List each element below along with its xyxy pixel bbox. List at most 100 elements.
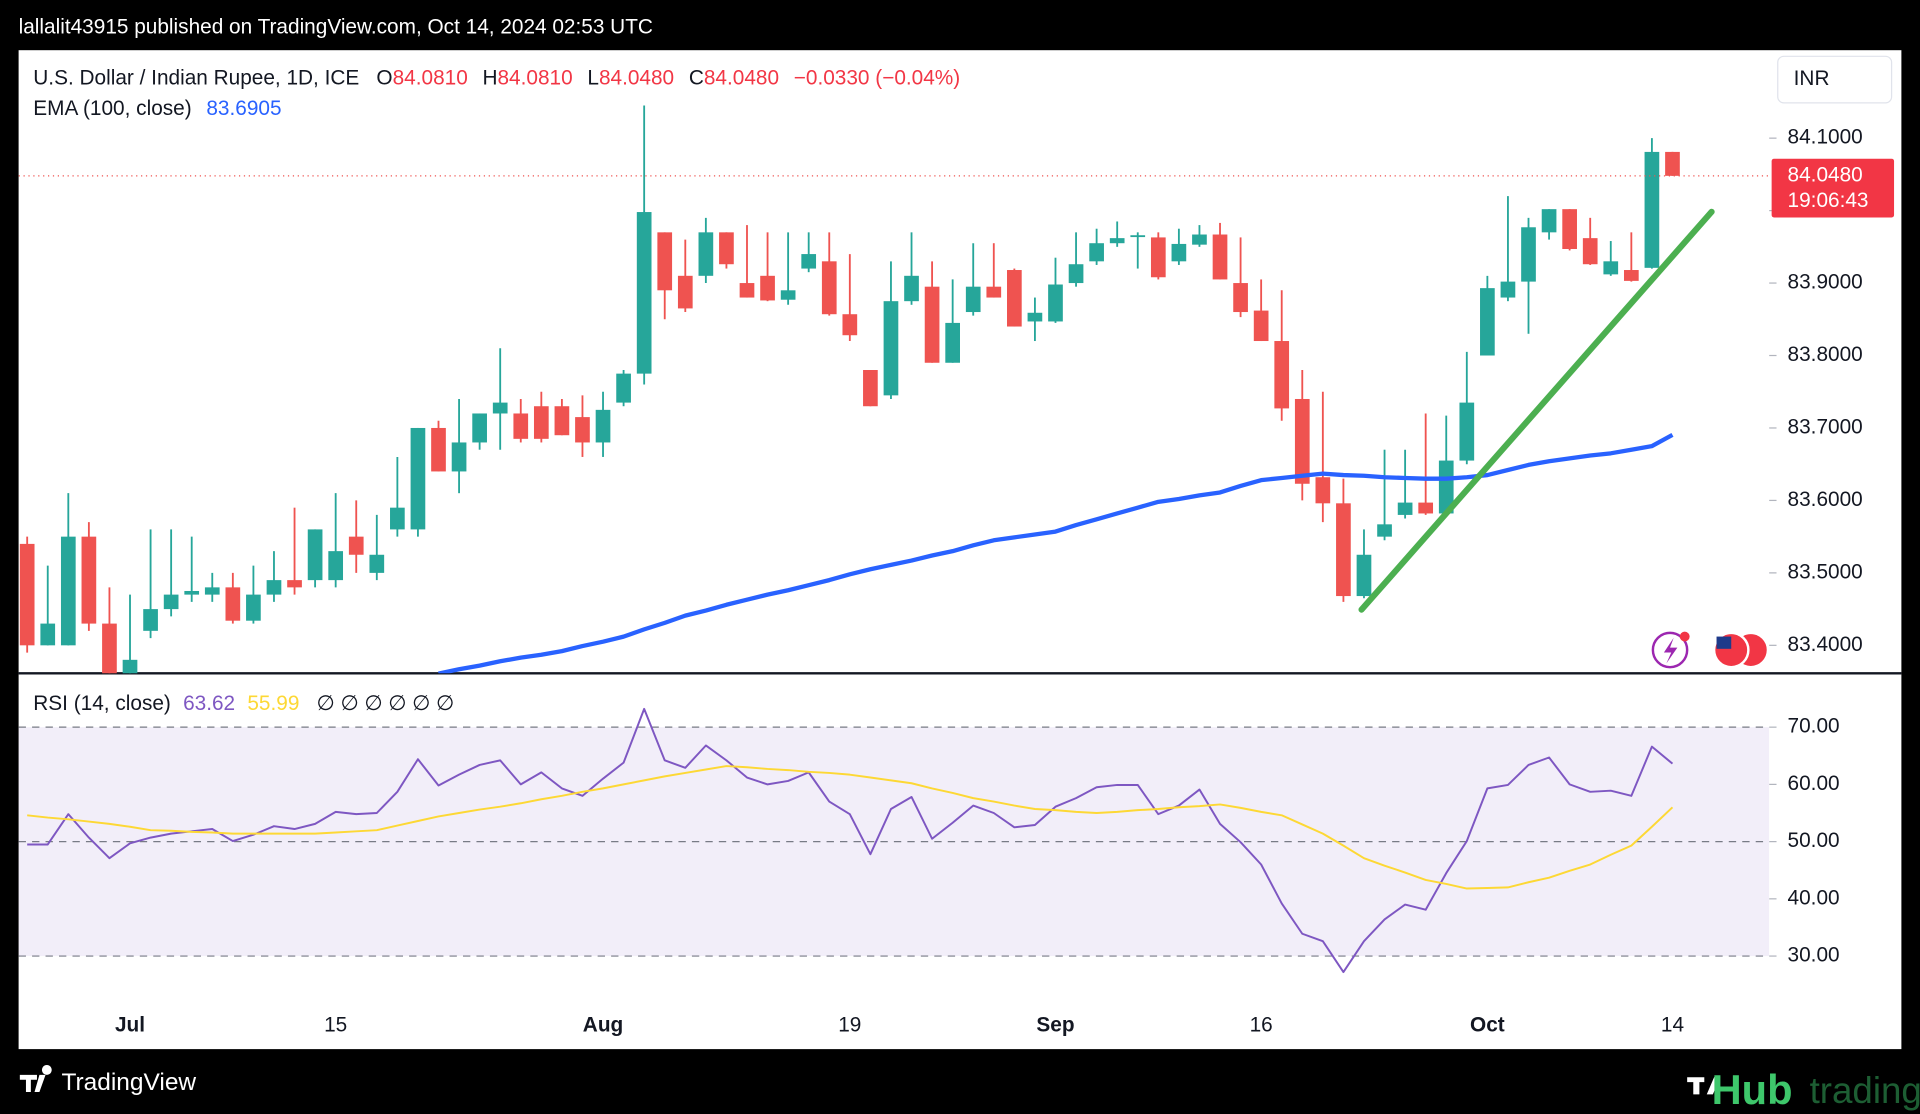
candle-body xyxy=(122,659,138,674)
candle-body xyxy=(184,590,200,595)
rsi-legend: RSI (14, close) 63.62 55.99 ∅ ∅ ∅ ∅ ∅ ∅ xyxy=(33,691,454,714)
ohlc-value: 84.0810 xyxy=(498,66,573,89)
candle-body xyxy=(287,580,302,588)
candle-body xyxy=(1171,243,1187,262)
legend-value: 63.62 xyxy=(183,691,235,714)
candle-body xyxy=(348,536,364,555)
price-tag xyxy=(1771,158,1895,218)
ohlc-key: L xyxy=(587,66,599,89)
ema-legend: EMA (100, close) 83.6905 xyxy=(33,96,281,119)
candle-body xyxy=(1336,503,1351,597)
tv-logo xyxy=(1687,1077,1721,1095)
candle-body xyxy=(821,261,837,315)
candle-body xyxy=(1315,477,1331,504)
x-tick-label: 19 xyxy=(838,1013,861,1036)
candle-body xyxy=(698,232,714,276)
trend-line xyxy=(1358,208,1715,613)
y-tick-label: 83.8000 xyxy=(1788,343,1863,366)
x-tick-label: Aug xyxy=(583,1013,623,1036)
candle-body xyxy=(1356,554,1372,597)
candle-body xyxy=(451,442,467,472)
ohlc-key: H xyxy=(482,66,497,89)
currency-box xyxy=(1777,55,1893,104)
x-tick-label: Oct xyxy=(1470,1013,1505,1036)
candle-body xyxy=(1130,235,1146,238)
dot xyxy=(1679,631,1690,642)
candle-body xyxy=(533,406,549,439)
candle-body xyxy=(40,623,56,646)
legend-value: 55.99 xyxy=(247,691,299,714)
x-tick-label: 16 xyxy=(1250,1013,1273,1036)
watermark: Hub xyxy=(1712,1066,1793,1113)
candle-body xyxy=(1212,234,1228,280)
candle-body xyxy=(390,507,405,530)
candle-body xyxy=(657,232,673,291)
candle-body xyxy=(1500,281,1516,298)
candle-body xyxy=(1665,151,1680,176)
candle-body xyxy=(60,536,76,646)
candle-body xyxy=(842,314,858,336)
overlay: 83.4000 83.5000 83.6000 83.7000 83.8000 83.90… xyxy=(33,66,1895,1036)
candle-body xyxy=(863,370,878,407)
candle-body xyxy=(163,594,179,610)
candle-body xyxy=(1644,151,1660,268)
countdown: 19:06:43 xyxy=(1788,189,1869,212)
candle-body xyxy=(575,417,590,443)
candle-body xyxy=(102,623,117,674)
candle-body xyxy=(595,409,611,443)
candle-body xyxy=(246,594,261,621)
candle-body xyxy=(143,609,158,631)
y-tick-label: 83.5000 xyxy=(1788,560,1863,583)
lightning xyxy=(1663,637,1678,664)
tv-logo-mark xyxy=(19,1065,52,1092)
candle-body xyxy=(1068,264,1084,284)
candle-body xyxy=(472,413,487,443)
candle-body xyxy=(1233,283,1248,313)
candle-body xyxy=(780,290,796,300)
price-pane xyxy=(18,105,1770,674)
price-tag-label: 84.0480 xyxy=(1788,163,1863,186)
candle-body xyxy=(739,283,755,298)
candle-body xyxy=(904,275,919,302)
y-tick-label: 70.00 xyxy=(1788,715,1840,738)
candle-body xyxy=(1027,312,1043,322)
candle-body xyxy=(1253,310,1269,342)
rsi-extra: ∅ ∅ ∅ ∅ ∅ ∅ xyxy=(317,691,455,714)
x-tick-label: 14 xyxy=(1661,1013,1684,1036)
candle-body xyxy=(760,275,775,301)
symbol-title: U.S. Dollar / Indian Rupee, 1D, ICE xyxy=(33,66,359,89)
ohlc-value: 84.0810 xyxy=(393,66,468,89)
candle-body xyxy=(1089,243,1104,262)
candle-body xyxy=(719,232,734,265)
candle-body xyxy=(492,402,508,414)
series-line xyxy=(438,432,1674,674)
y-tick-label: 83.4000 xyxy=(1788,633,1863,656)
candle-body xyxy=(1521,227,1536,282)
candle-body xyxy=(1480,288,1495,356)
y-tick-label: 83.6000 xyxy=(1788,488,1863,511)
candle-body xyxy=(1623,270,1639,281)
candle-body xyxy=(801,254,817,269)
rsi-pane xyxy=(18,707,1770,974)
candle-body xyxy=(1541,209,1557,233)
event-icon xyxy=(1651,631,1689,669)
candle-body xyxy=(883,301,899,396)
candle-body xyxy=(369,554,385,573)
candle-body xyxy=(225,587,241,621)
y-tick-label: 60.00 xyxy=(1788,772,1840,795)
candle-body xyxy=(945,322,960,363)
candle-body xyxy=(1603,261,1619,275)
flag-canton xyxy=(1716,636,1732,649)
candle-body xyxy=(1192,234,1207,245)
y-tick-label: 83.7000 xyxy=(1788,415,1863,438)
brand: TradingView xyxy=(61,1069,196,1096)
candle-body xyxy=(1418,502,1434,514)
y-tick-label: 83.9000 xyxy=(1788,271,1863,294)
candle-body xyxy=(1150,237,1166,278)
candle-body xyxy=(554,406,570,436)
candle-body xyxy=(1562,209,1577,250)
publish-info: lallalit43915 published on TradingView.c… xyxy=(19,16,653,39)
candle-body xyxy=(677,275,693,309)
